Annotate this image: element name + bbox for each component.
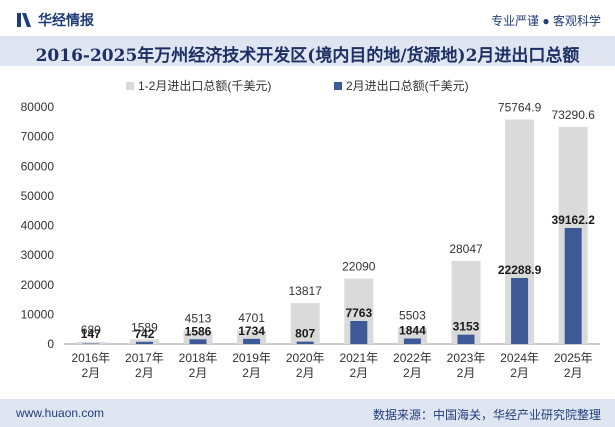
data-label-series1: 5503: [399, 309, 426, 323]
y-tick-label: 50000: [21, 189, 55, 203]
y-tick-label: 20000: [21, 278, 55, 292]
legend-swatch-1: [126, 82, 134, 90]
y-tick-label: 40000: [21, 219, 55, 233]
tagline: 专业严谨 ● 客观科学: [491, 14, 601, 28]
x-tick-label: 2019年: [232, 351, 271, 365]
data-label-series1: 73290.6: [552, 108, 596, 122]
y-tick-label: 70000: [21, 130, 55, 144]
bar-series2: [457, 334, 475, 344]
x-tick-label: 2018年: [179, 351, 218, 365]
data-label-series2: 1734: [238, 324, 265, 338]
legend-label-2: 2月进出口总额(千美元): [346, 79, 469, 93]
y-tick-label: 0: [47, 337, 54, 351]
brand: 华经情报: [16, 10, 94, 30]
x-tick-label: 2月: [564, 366, 583, 380]
data-label-series1: 680: [81, 323, 101, 337]
footer: www.huaon.com 数据来源：中国海关，华经产业研究院整理: [0, 399, 615, 427]
x-tick-label: 2月: [189, 366, 208, 380]
bar-series2: [350, 321, 368, 344]
x-tick-label: 2023年: [447, 351, 486, 365]
x-tick-label: 2022年: [393, 351, 432, 365]
x-tick-label: 2月: [510, 366, 529, 380]
bar-series1: [451, 260, 481, 344]
data-label-series1: 13817: [289, 284, 323, 298]
data-label-series1: 28047: [449, 242, 483, 256]
x-tick-label: 2020年: [286, 351, 325, 365]
x-tick-label: 2月: [296, 366, 315, 380]
data-label-series2: 7763: [345, 306, 372, 320]
x-tick-label: 2月: [135, 366, 154, 380]
x-tick-label: 2016年: [71, 351, 110, 365]
x-tick-label: 2月: [457, 366, 476, 380]
x-tick-label: 2月: [349, 366, 368, 380]
bar-series1: [76, 341, 106, 344]
y-tick-label: 80000: [21, 100, 55, 114]
x-tick-label: 2021年: [339, 351, 378, 365]
data-label-series1: 22090: [342, 260, 376, 274]
bar-series2: [511, 277, 529, 344]
data-label-series2: 1844: [399, 324, 426, 338]
data-label-series1: 4513: [185, 312, 212, 326]
x-tick-label: 2月: [242, 366, 261, 380]
data-label-series1: 75764.9: [498, 101, 542, 115]
huajing-logo-icon: [17, 13, 31, 27]
bar-series1: [290, 303, 320, 344]
data-label-series1: 1589: [131, 320, 158, 334]
data-label-series2: 1586: [185, 324, 212, 338]
y-tick-label: 10000: [21, 307, 55, 321]
x-tick-label: 2025年: [554, 351, 593, 365]
data-label-series2: 147: [81, 327, 101, 341]
bar-series1: [129, 339, 159, 344]
data-source: 数据来源：中国海关，华经产业研究院整理: [372, 408, 601, 422]
x-tick-label: 2月: [81, 366, 100, 380]
x-tick-label: 2017年: [125, 351, 164, 365]
data-label-series2: 39162.2: [552, 213, 596, 227]
bar-series2: [189, 339, 207, 344]
data-label-series2: 807: [295, 327, 315, 341]
legend-label-1: 1-2月进出口总额(千美元): [138, 79, 271, 93]
data-label-series1: 4701: [238, 311, 265, 325]
bar-series2: [296, 341, 314, 344]
y-tick-label: 30000: [21, 248, 55, 262]
x-tick-label: 2024年: [500, 351, 539, 365]
website-link[interactable]: www.huaon.com: [16, 406, 105, 420]
bar-series2: [243, 338, 261, 344]
top-bar: 华经情报 专业严谨 ● 客观科学: [0, 0, 615, 36]
y-tick-label: 60000: [21, 159, 55, 173]
data-label-series2: 742: [134, 327, 154, 341]
chart-title: 2016-2025年万州经济技术开发区(境内目的地/货源地)2月进出口总额: [35, 46, 580, 66]
bar-series2: [135, 341, 153, 344]
bar-series2: [403, 338, 421, 344]
bar-chart: 1-2月进出口总额(千美元) 2月进出口总额(千美元) 0 10000 20000 300…: [21, 79, 600, 380]
data-label-series2: 22288.9: [498, 263, 542, 277]
title-bar: 2016-2025年万州经济技术开发区(境内目的地/货源地)2月进出口总额: [0, 36, 615, 66]
bar-series2: [564, 227, 582, 344]
x-tick-label: 2月: [403, 366, 422, 380]
data-label-series2: 3153: [453, 320, 480, 334]
legend-swatch-2: [334, 82, 342, 90]
brand-name: 华经情报: [38, 12, 94, 28]
